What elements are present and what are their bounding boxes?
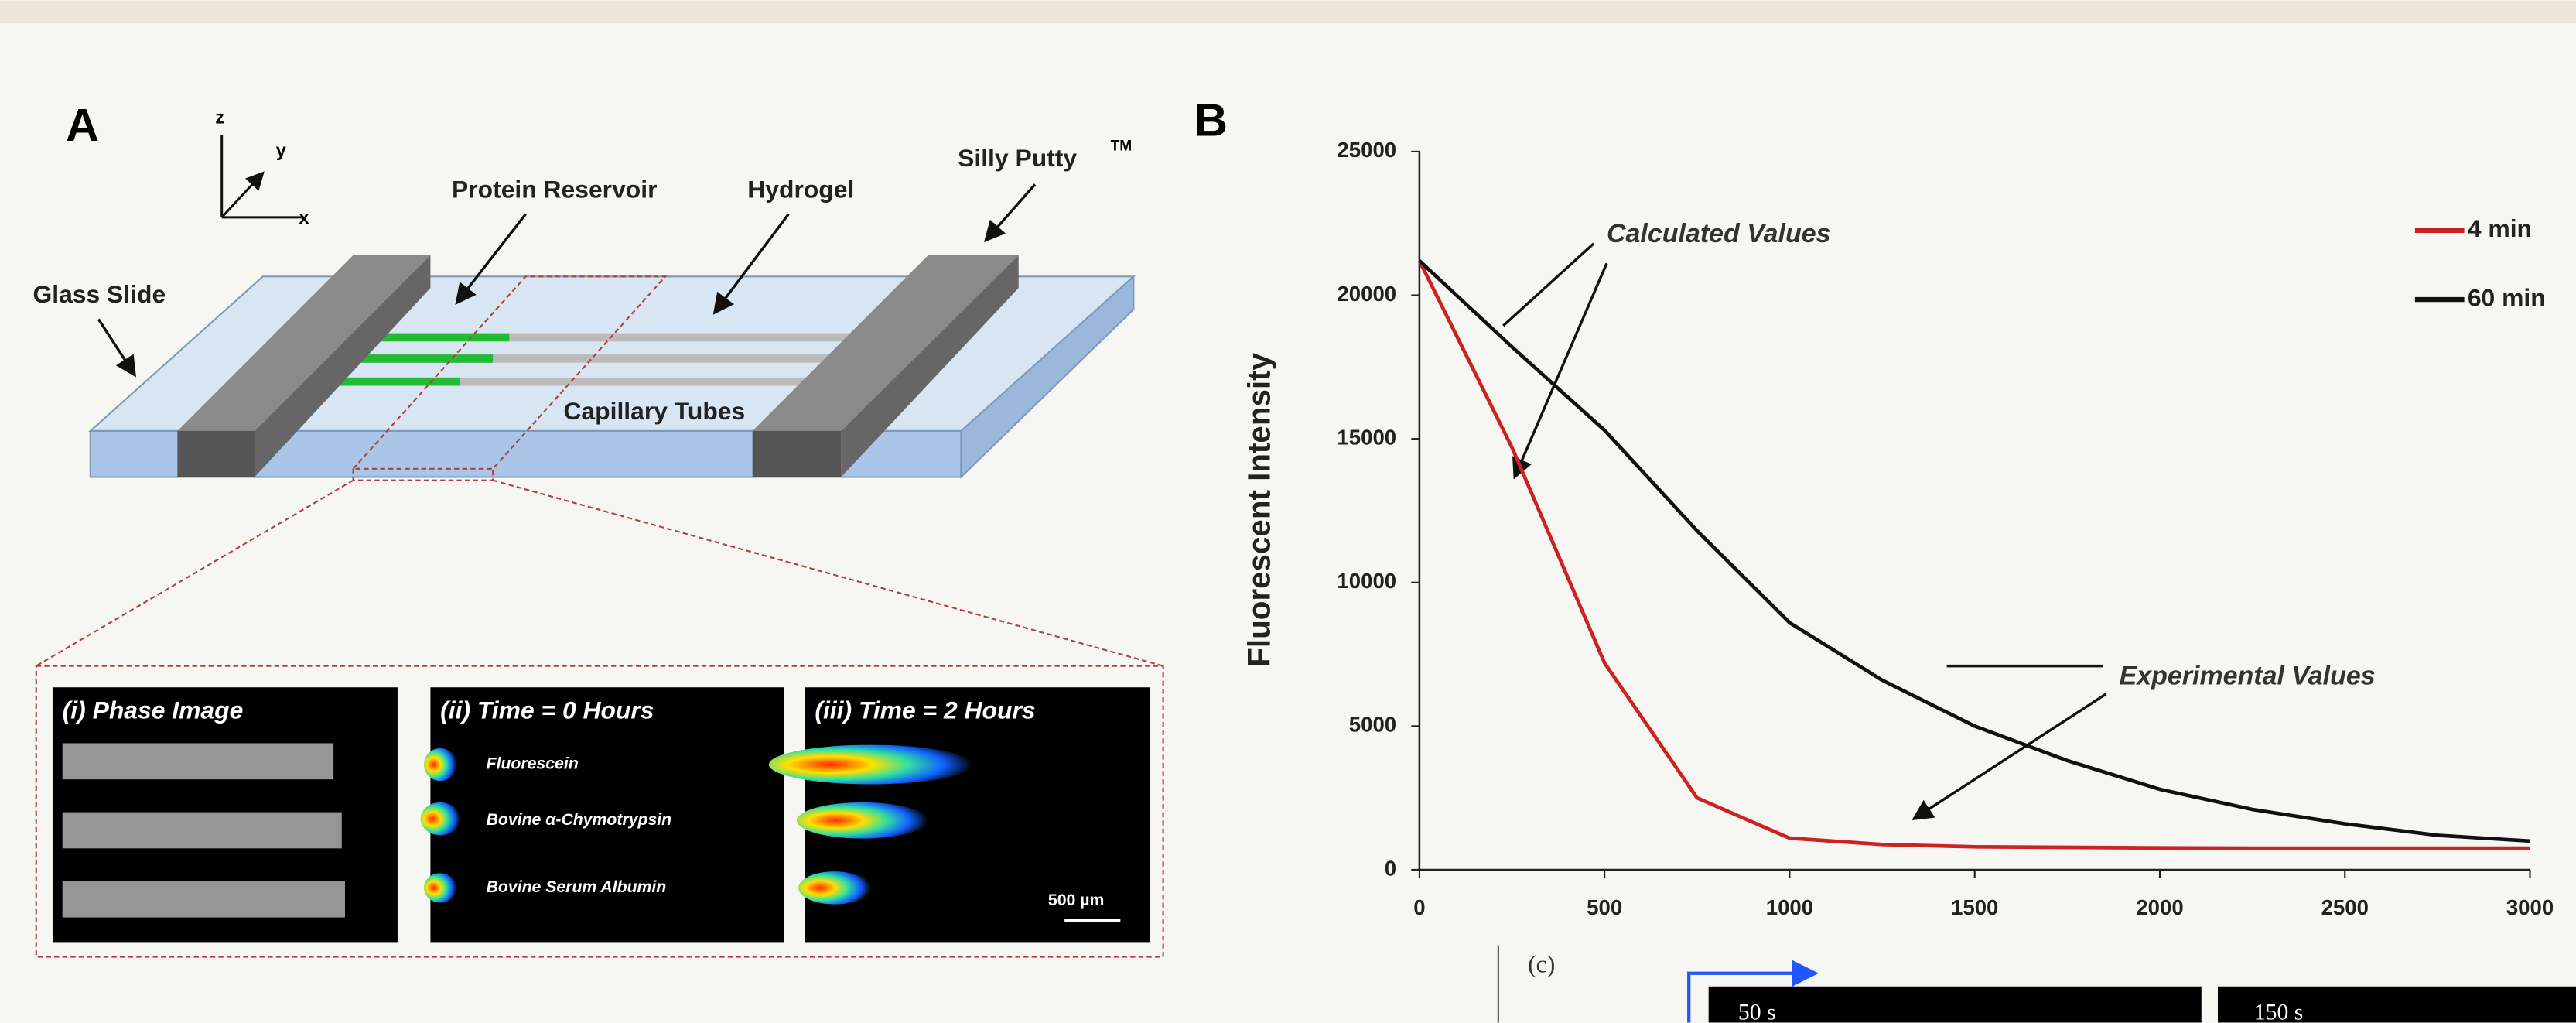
x-tick-label: 0 — [1413, 895, 1425, 919]
y-axis-label: Fluorescent Intensity — [1242, 352, 1277, 666]
row-label: Fluorescein — [487, 755, 579, 773]
x-tick-label: 3000 — [2506, 895, 2554, 919]
series-line — [1417, 259, 2530, 850]
frame-label: 150 s — [2254, 1001, 2304, 1023]
x-tick-label: 2000 — [2136, 895, 2183, 919]
inset — [430, 687, 784, 943]
arrow — [97, 318, 136, 378]
label: Hydrogel — [747, 175, 854, 203]
trademark: TM — [1111, 139, 1133, 155]
x-tick-label: 500 — [1587, 895, 1622, 919]
heat-spot — [798, 871, 871, 905]
axes-icon — [1687, 960, 1819, 1023]
x-tick-label: 1000 — [1766, 895, 1813, 919]
x-tick-label: 2500 — [2321, 895, 2369, 919]
putty-right-side — [841, 255, 1019, 477]
annotation: Calculated Values — [1607, 219, 1830, 248]
putty-right-top — [752, 255, 1019, 431]
scale-bar-label: 500 µm — [1048, 891, 1104, 909]
top-strip — [0, 0, 2576, 24]
slide-side — [960, 274, 1135, 479]
y-tick-label: 20000 — [1337, 282, 1396, 306]
axes-icon — [220, 135, 304, 219]
heat-spot — [423, 873, 457, 903]
arrow — [983, 183, 1037, 243]
putty-right-front — [752, 430, 842, 477]
label: Silly Putty — [958, 144, 1077, 172]
label: Capillary Tubes — [563, 397, 745, 425]
y-tick-label: 15000 — [1337, 425, 1396, 449]
legend-label: 60 min — [2468, 283, 2546, 311]
y-tick-label: 0 — [1385, 856, 1396, 880]
inset-title: (ii) Time = 0 Hours — [440, 696, 654, 724]
panel-c: (c) 50 s 150 s — [1497, 945, 2576, 1023]
frame — [1708, 986, 2202, 1023]
y-tick-label: 5000 — [1349, 713, 1396, 737]
putty-left-side — [255, 255, 431, 477]
arrow — [712, 213, 790, 315]
arrow — [455, 213, 527, 305]
frame-label: 50 s — [1738, 1001, 1776, 1023]
axis-z: z — [215, 108, 224, 128]
zoom-box — [351, 275, 668, 481]
inset-frame — [35, 665, 1164, 958]
panel-label: B — [1194, 94, 1228, 146]
tube-image — [62, 743, 334, 780]
y-tick-label: 25000 — [1337, 138, 1396, 162]
annotation-arrow — [1914, 664, 2107, 819]
panel-a: A z y x Protein Reservoir Hydrogel Silly… — [32, 99, 1164, 958]
series-line — [1418, 259, 2530, 843]
axis-x: x — [299, 207, 309, 228]
inset-title: (i) Phase Image — [63, 696, 244, 724]
row-label: Bovine α-Chymotrypsin — [487, 811, 672, 829]
annotation: Experimental Values — [2120, 661, 2376, 690]
heat-spot — [768, 744, 973, 785]
y-tick-label: 10000 — [1337, 569, 1396, 593]
legend-label: 4 min — [2468, 214, 2532, 242]
row-label: Bovine Serum Albumin — [487, 878, 667, 896]
x-tick-label: 1500 — [1951, 895, 1998, 919]
annotation-arrow — [1503, 242, 1608, 477]
inset-title: (iii) Time = 2 Hours — [815, 696, 1035, 724]
heat-spot — [797, 802, 928, 839]
putty-left-top — [177, 255, 431, 431]
label: Protein Reservoir — [452, 175, 657, 203]
tube-image — [62, 812, 342, 849]
tube-image — [62, 881, 345, 918]
panel-b: B Fluorescent Intensity Calculated Value… — [1194, 94, 2554, 920]
panel-label: (c) — [1528, 951, 1555, 978]
label: Glass Slide — [32, 280, 166, 308]
heat-spot — [423, 748, 457, 782]
frame — [2218, 986, 2576, 1023]
axis-y: y — [276, 140, 286, 160]
putty-left-front — [177, 430, 255, 477]
heat-spot — [420, 802, 460, 836]
zoom-lines — [36, 479, 1163, 667]
panel-label: A — [66, 99, 99, 151]
